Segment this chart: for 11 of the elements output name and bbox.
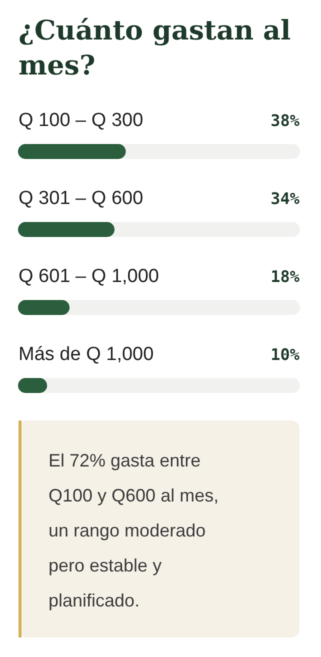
text: El 72% gasta entre Q100 y Q600 al mes, un rango moderado pero estable y planificado. [48, 450, 219, 610]
y-tick-label: Q 301 – Q 600 [18, 188, 144, 209]
data-label: 34% [270, 189, 300, 208]
y-tick-label: Más de Q 1,000 [18, 344, 154, 365]
chart-title: ¿Cuánto gastan al mes? [18, 16, 291, 82]
data-label: 18% [270, 267, 300, 286]
data-label: 10% [270, 345, 300, 364]
data-label: 38% [270, 111, 300, 130]
y-tick-label: Q 100 – Q 300 [18, 110, 144, 131]
y-tick-label: Q 601 – Q 1,000 [18, 266, 159, 287]
bar [18, 300, 70, 315]
